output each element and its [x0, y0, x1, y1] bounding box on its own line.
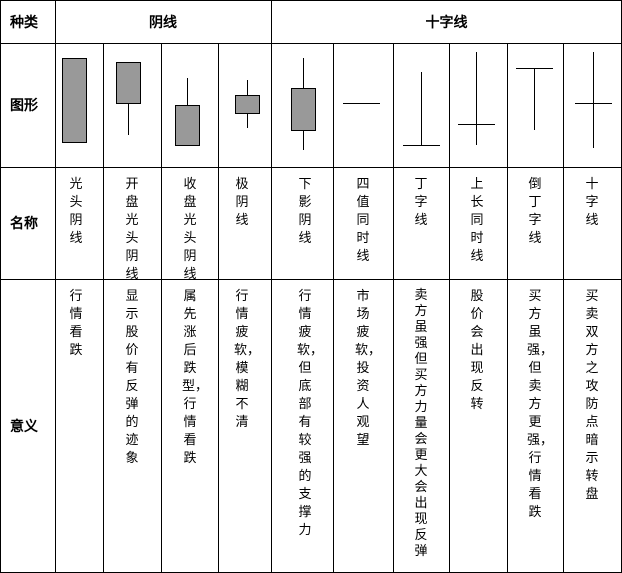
candle-shape-4	[235, 80, 260, 128]
column-meaning-7: 卖方虽强但买方力量会更大 会出现反弹	[414, 288, 428, 559]
candle-shape-8	[458, 52, 495, 145]
candle-shape-9	[516, 68, 553, 130]
column-name-7: 丁字线	[414, 177, 428, 228]
group-header-yin-text: 阴线	[149, 14, 177, 31]
candle-shape-1	[62, 58, 87, 143]
row-label-name-text: 名称	[10, 216, 38, 232]
column-name-9: 倒丁字线	[528, 177, 542, 246]
column-name-2: 开盘光头阴线	[125, 177, 139, 282]
row-label-shape: 图形	[0, 43, 55, 167]
column-meaning-2: 显示股价有反弹的迹象	[125, 289, 139, 466]
column-meaning-6: 市场疲软，投资人观望	[355, 289, 382, 448]
column-name-3: 收盘光头阴线	[183, 177, 197, 282]
column-name-8: 上长同时线	[470, 177, 484, 264]
column-meaning-1: 行情看跌	[69, 289, 83, 358]
candle-shape-2	[116, 62, 141, 135]
group-header-cross-text: 十字线	[425, 14, 468, 31]
column-name-4: 极阴线	[235, 177, 249, 228]
candle-shape-3	[175, 78, 200, 146]
candle-shape-10	[575, 52, 612, 148]
column-name-6: 四值同时线	[356, 177, 370, 264]
column-meaning-4: 行情疲软，模糊不清	[234, 289, 261, 430]
column-name-1: 光头阴线	[69, 177, 83, 246]
category-header-text: 种类	[10, 14, 38, 31]
column-meaning-10: 买卖双方之攻防点暗示转盘	[585, 289, 599, 502]
column-name-5: 下影阴线	[298, 177, 312, 246]
row-label-meaning-text: 意义	[10, 419, 38, 435]
column-name-10: 十字线	[585, 177, 599, 228]
row-label-name: 名称	[0, 167, 55, 279]
column-meaning-9: 买方虽强，但卖方更强，行情看跌	[527, 289, 554, 520]
column-meaning-3: 属先涨后跌型，行情看跌	[182, 289, 209, 466]
group-header-cross: 十字线	[271, 0, 622, 43]
row-label-shape-text: 图形	[10, 98, 38, 114]
row-label-meaning: 意义	[0, 279, 55, 573]
group-header-yin: 阴线	[55, 0, 271, 43]
candle-shape-7	[403, 72, 440, 146]
column-meaning-5: 行情疲软，但底部有较强的支撑力	[297, 289, 324, 538]
candle-shape-5	[291, 58, 316, 150]
category-header: 种类	[0, 0, 55, 43]
column-meaning-8: 股价会出现反转	[470, 289, 484, 412]
